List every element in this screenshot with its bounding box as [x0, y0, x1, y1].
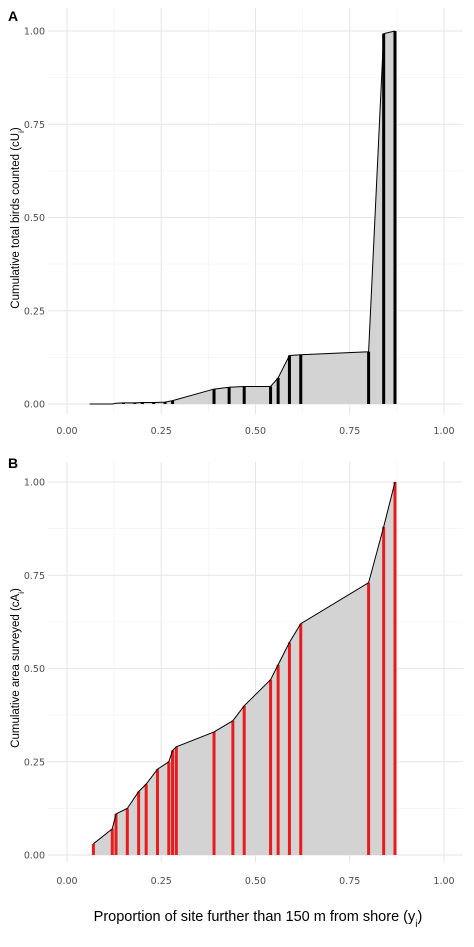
panel-a-x-tick-label: 1.00	[433, 426, 454, 437]
panel-b-y-tick-label: 0.00	[24, 851, 45, 862]
panel-a-ylabel-main: Cumulative total birds counted (cU	[10, 133, 22, 309]
panel-a-x-ticks: 0.00 0.25 0.50 0.75 1.00	[56, 426, 454, 437]
panel-a-y-ticks: 0.00 0.25 0.50 0.75 1.00	[24, 27, 45, 411]
panel-b-y-tick-label: 0.75	[24, 571, 45, 582]
panel-b-y-tick-label: 0.50	[24, 664, 45, 675]
panel-b-ylabel-main: Cumulative area surveyed (cA	[10, 593, 22, 747]
panel-a-ylabel-end: )	[10, 127, 22, 131]
panel-b-y-ticks: 0.00 0.25 0.50 0.75 1.00	[24, 478, 45, 862]
shared-x-axis-title: Proportion of site further than 150 m fr…	[94, 909, 423, 930]
panel-b-x-tick-label: 1.00	[433, 876, 454, 887]
panel-b-y-tick-label: 1.00	[24, 478, 45, 489]
panel-a: A 0.00 0.25 0.50 0.75 1.00 0.00 0.25 0.50 0.75 1…	[8, 8, 463, 437]
shared-xlabel-main: Proportion of site further than 150 m fr…	[94, 909, 416, 925]
panel-a-outline	[89, 30, 396, 405]
panel-a-y-tick-label: 0.50	[24, 213, 45, 224]
panel-b-ylabel: Cumulative area surveyed (cAi)	[10, 588, 26, 748]
panel-a-ylabel: Cumulative total birds counted (cUi)	[10, 127, 26, 309]
panel-a-y-tick-label: 0.00	[24, 400, 45, 411]
panel-b-x-ticks: 0.00 0.25 0.50 0.75 1.00	[56, 876, 454, 887]
panel-b-cumulative-line	[93, 481, 396, 845]
panel-a-tag: A	[8, 8, 18, 24]
panel-a-cumulative-line	[89, 30, 396, 405]
panel-b: B 0.00 0.25 0.50 0.75 1.00 0.00 0.25 0.50 0.75 1…	[8, 455, 463, 887]
panel-a-y-tick-label: 0.75	[24, 120, 45, 131]
panel-b-outline	[93, 481, 396, 845]
panel-b-x-tick-label: 0.00	[56, 876, 77, 887]
panel-b-ylabel-end: )	[10, 588, 22, 592]
panel-a-x-tick-label: 0.00	[56, 426, 77, 437]
panel-a-x-tick-label: 0.50	[245, 426, 266, 437]
panel-b-x-tick-label: 0.75	[339, 876, 360, 887]
panel-a-x-tick-label: 0.25	[151, 426, 172, 437]
panel-a-y-tick-label: 0.25	[24, 306, 45, 317]
panel-a-area-fill	[89, 31, 395, 404]
shared-xlabel-end: )	[417, 909, 422, 925]
panel-b-bars	[91, 482, 397, 855]
panel-b-ylabel-sub: i	[17, 592, 26, 594]
panel-a-bars	[122, 31, 397, 404]
panel-b-x-tick-label: 0.50	[245, 876, 266, 887]
panel-b-y-tick-label: 0.25	[24, 757, 45, 768]
panel-b-x-tick-label: 0.25	[151, 876, 172, 887]
panel-b-tag: B	[8, 455, 18, 471]
panel-a-x-tick-label: 0.75	[339, 426, 360, 437]
panel-a-y-tick-label: 1.00	[24, 27, 45, 38]
panel-a-grid	[48, 8, 463, 414]
shared-xlabel-sub: i	[415, 919, 417, 930]
panel-a-area	[89, 31, 395, 404]
panel-a-ylabel-sub: i	[17, 131, 26, 133]
